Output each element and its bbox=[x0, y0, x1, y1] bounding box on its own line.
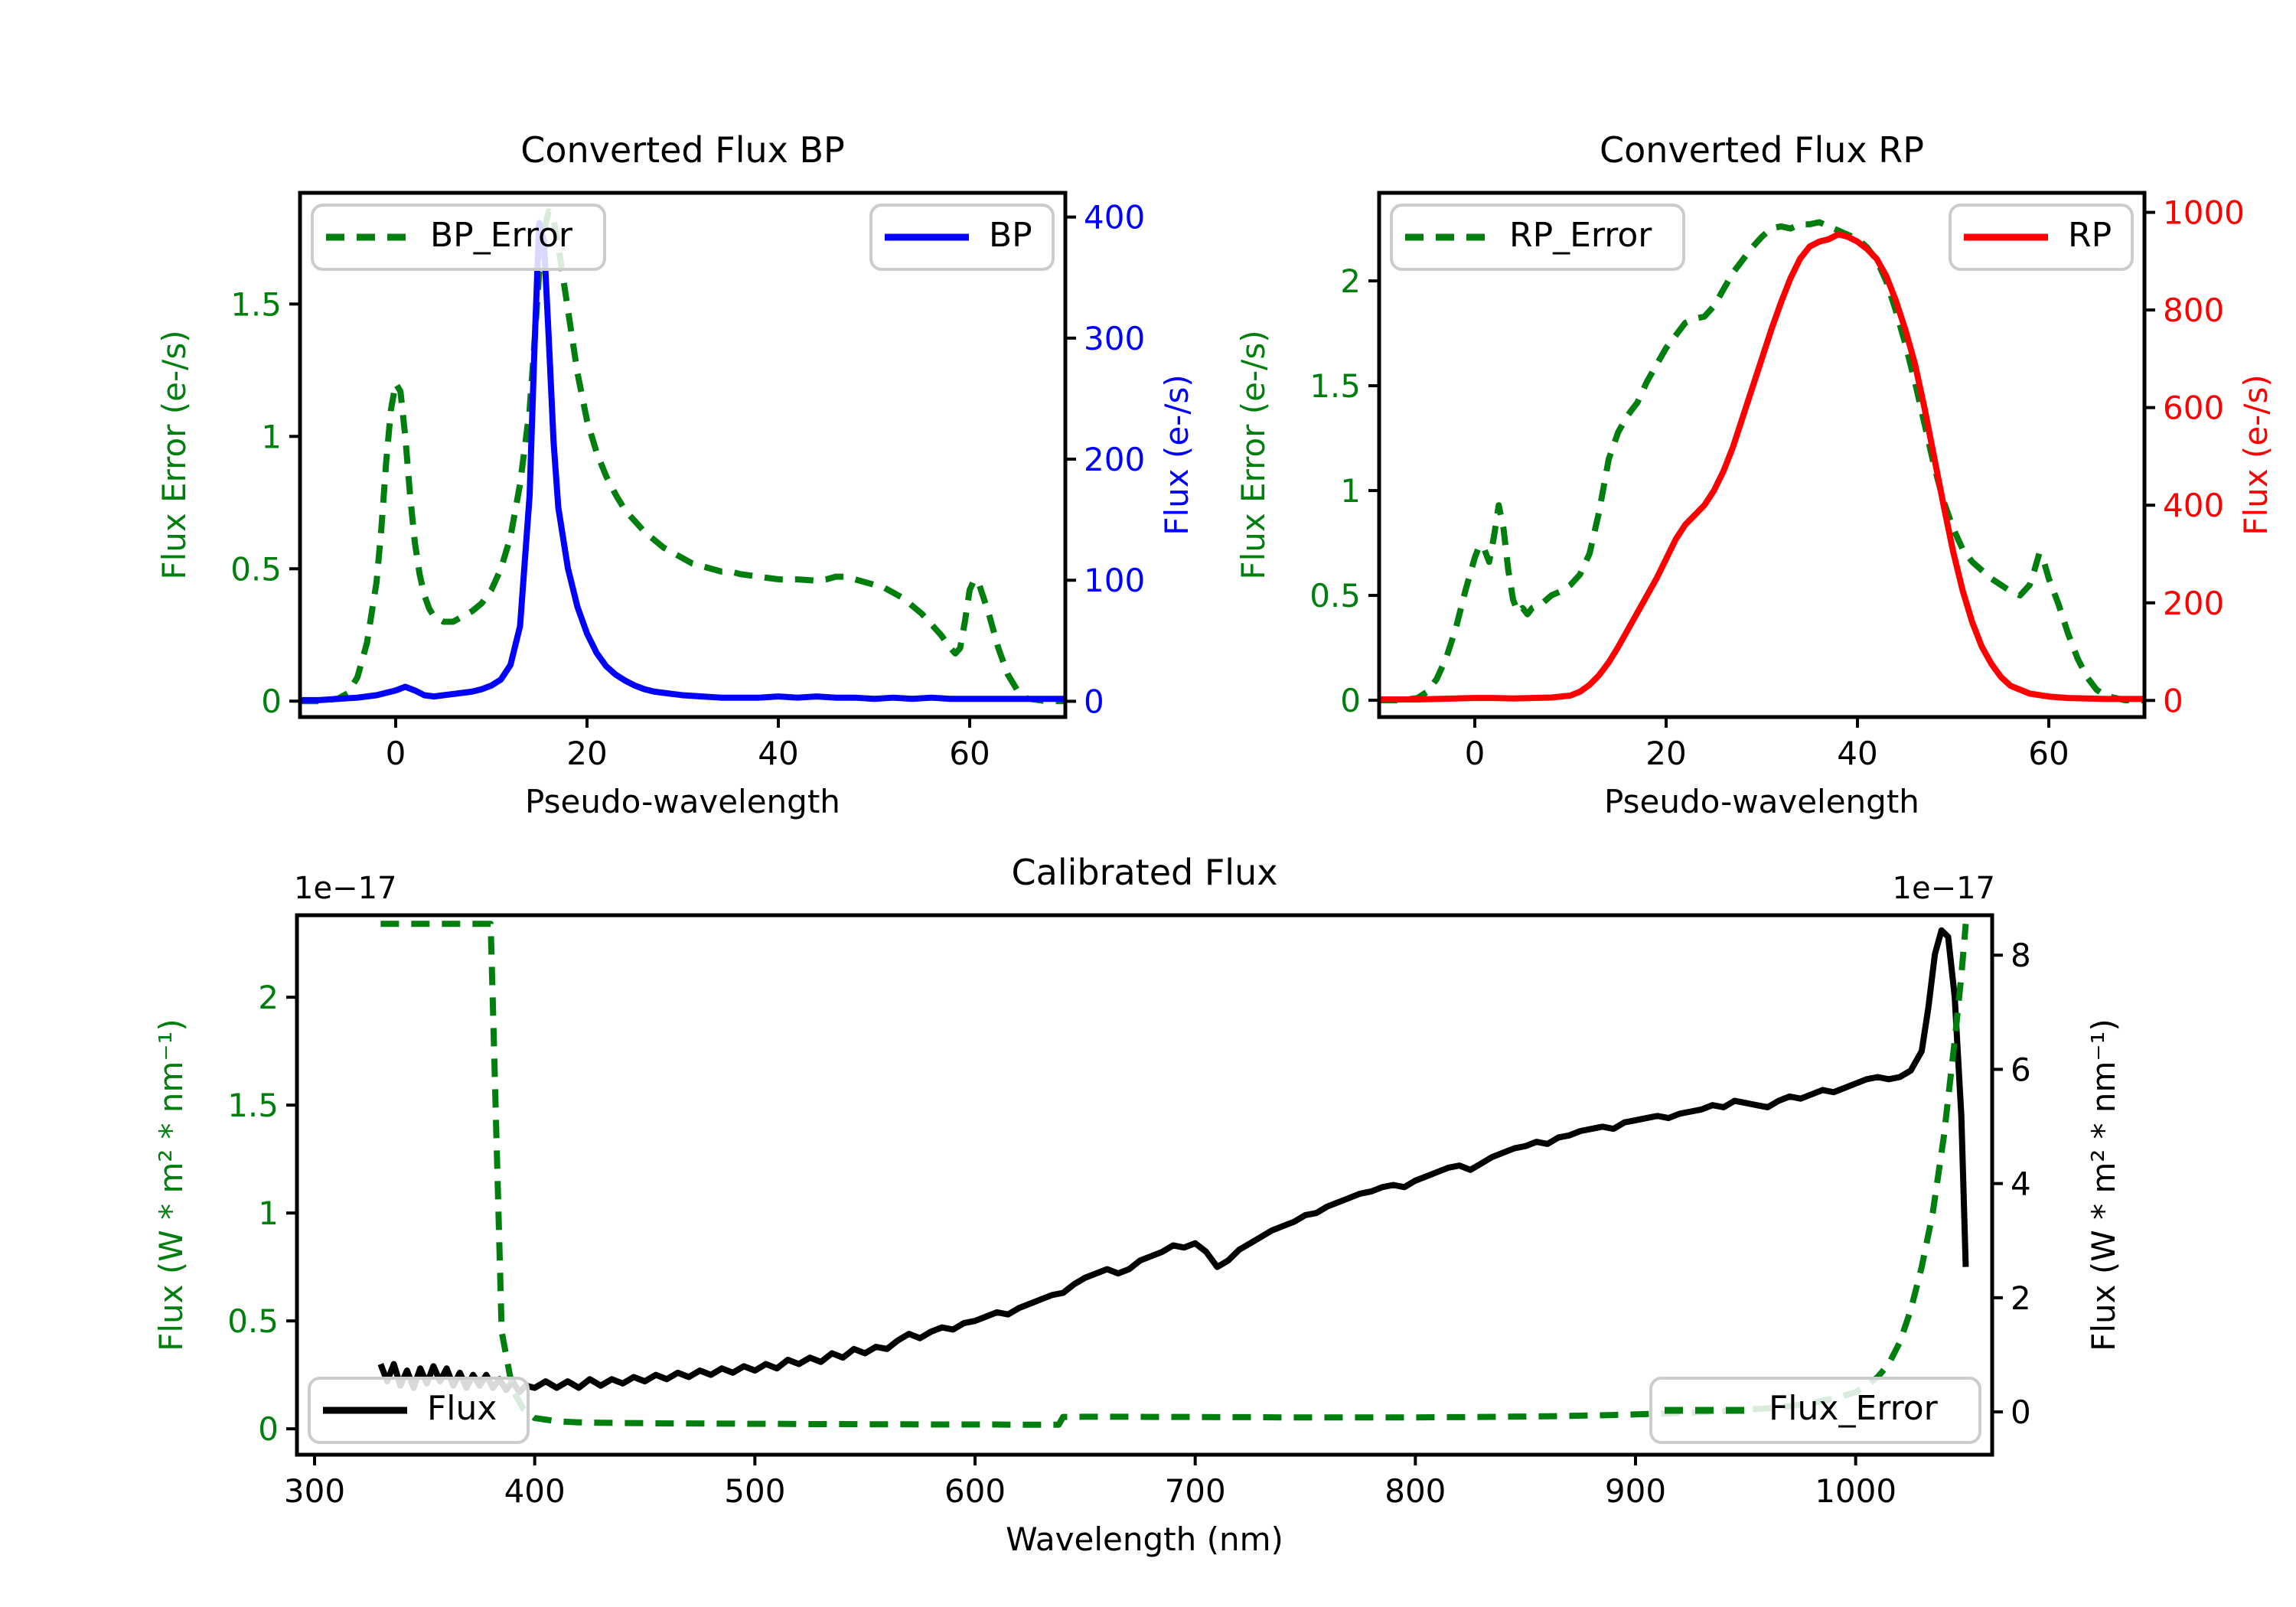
curve-bp bbox=[300, 220, 1065, 703]
y2-axis-label: Flux (e-/s) bbox=[1158, 374, 1195, 535]
legend-label-rp: RP bbox=[2068, 216, 2112, 255]
x-tick-label: 60 bbox=[949, 735, 990, 772]
x-tick-label: 1000 bbox=[1815, 1472, 1896, 1510]
x-axis-label: Pseudo-wavelength bbox=[1604, 783, 1919, 820]
y-axis-label: Flux (W * m² * nm⁻¹) bbox=[152, 1019, 190, 1351]
y-tick-label: 0.5 bbox=[227, 1302, 279, 1340]
panel-converted_flux_rp: Converted Flux RP0 20 40 60Pseudo-wavelengt… bbox=[1234, 129, 2275, 820]
y-tick-label: 0.5 bbox=[1309, 577, 1361, 614]
legend-label-rp_error: RP_Error bbox=[1509, 216, 1652, 255]
y2-tick-label: 0 bbox=[2011, 1393, 2031, 1431]
x-tick-label: 800 bbox=[1384, 1472, 1446, 1510]
y2-tick-label: 0 bbox=[2163, 682, 2183, 719]
curves-group bbox=[300, 208, 1065, 705]
y-tick-label: 1.5 bbox=[1309, 367, 1361, 405]
y2-tick-label: 0 bbox=[1084, 683, 1104, 720]
y-tick-label: 0.5 bbox=[230, 550, 282, 588]
y2-tick-label: 8 bbox=[2011, 937, 2031, 974]
x-tick-label: 700 bbox=[1165, 1472, 1226, 1510]
x-tick-label: 20 bbox=[566, 735, 607, 772]
legend-box bbox=[308, 1377, 530, 1444]
curve-rp bbox=[1379, 231, 2144, 703]
x-axis-label: Wavelength (nm) bbox=[1006, 1521, 1283, 1558]
y-axis-label: Flux Error (e-/s) bbox=[155, 330, 193, 579]
y-tick-label: 2 bbox=[1340, 262, 1361, 300]
y2-tick-label: 800 bbox=[2163, 292, 2224, 329]
y-tick-label: 1.5 bbox=[227, 1087, 279, 1124]
y-tick-label: 0 bbox=[258, 1410, 279, 1448]
legend-label-bp: BP bbox=[989, 216, 1032, 255]
x-tick-label: 40 bbox=[758, 735, 798, 772]
y2-tick-label: 4 bbox=[2011, 1165, 2031, 1203]
y2-tick-label: 6 bbox=[2011, 1051, 2031, 1088]
y-tick-label: 1 bbox=[261, 418, 282, 455]
y2-tick-label: 200 bbox=[2163, 585, 2224, 622]
y2-axis-label: Flux (W * m² * nm⁻¹) bbox=[2085, 1019, 2122, 1351]
x-tick-label: 60 bbox=[2028, 735, 2069, 772]
legend-label-flux: Flux bbox=[427, 1389, 497, 1428]
panel-title: Converted Flux BP bbox=[520, 129, 845, 171]
y2-tick-label: 100 bbox=[1084, 562, 1145, 599]
y2-tick-label: 200 bbox=[1084, 441, 1145, 478]
y-tick-label: 1 bbox=[258, 1195, 279, 1232]
curve-flux bbox=[377, 927, 1969, 1396]
y2-tick-label: 2 bbox=[2011, 1279, 2031, 1317]
panel-title: Converted Flux RP bbox=[1600, 129, 1924, 171]
x-tick-label: 900 bbox=[1605, 1472, 1666, 1510]
curve-flux_error bbox=[380, 921, 1969, 1428]
legend-box bbox=[1390, 204, 1685, 271]
y2-axis-offset-text: 1e−17 bbox=[1893, 871, 1995, 906]
panel-title: Calibrated Flux bbox=[1012, 852, 1278, 893]
y-tick-label: 0 bbox=[1340, 682, 1361, 719]
x-tick-label: 0 bbox=[386, 735, 406, 772]
x-tick-label: 500 bbox=[724, 1472, 785, 1510]
y2-tick-label: 300 bbox=[1084, 320, 1145, 357]
x-tick-label: 20 bbox=[1645, 735, 1686, 772]
curves-group bbox=[377, 921, 1969, 1428]
y-axis-offset-text: 1e−17 bbox=[294, 871, 396, 906]
x-tick-label: 0 bbox=[1465, 735, 1486, 772]
curve-bp_error bbox=[300, 208, 1065, 705]
x-tick-label: 600 bbox=[944, 1472, 1006, 1510]
legend-label-bp_error: BP_Error bbox=[430, 216, 573, 255]
x-tick-label: 40 bbox=[1837, 735, 1877, 772]
legend-box bbox=[311, 204, 606, 271]
y-tick-label: 1.5 bbox=[230, 285, 282, 323]
y-axis-label: Flux Error (e-/s) bbox=[1234, 330, 1272, 579]
x-tick-label: 400 bbox=[504, 1472, 566, 1510]
y2-axis-label: Flux (e-/s) bbox=[2237, 374, 2275, 535]
y-tick-label: 2 bbox=[258, 979, 279, 1016]
y2-tick-label: 1000 bbox=[2163, 194, 2245, 232]
y-tick-label: 1 bbox=[1340, 472, 1361, 510]
y2-tick-label: 400 bbox=[1084, 199, 1145, 236]
y2-tick-label: 400 bbox=[2163, 487, 2224, 524]
axes-frame bbox=[1377, 191, 2147, 719]
axes-frame bbox=[298, 191, 1068, 719]
y2-tick-label: 600 bbox=[2163, 390, 2224, 427]
panel-converted_flux_bp: Converted Flux BP 0 20 40 60 Pseudo-wavelengt… bbox=[155, 129, 1195, 820]
y-tick-label: 0 bbox=[261, 683, 282, 720]
curves-group bbox=[1379, 219, 2144, 704]
x-axis-label: Pseudo-wavelength bbox=[525, 783, 840, 820]
legend-box bbox=[1649, 1377, 1981, 1444]
curve-rp_error bbox=[1379, 219, 2144, 704]
legend-label-flux_error: Flux_Error bbox=[1769, 1389, 1939, 1428]
axes-frame bbox=[295, 913, 1994, 1457]
x-tick-label: 300 bbox=[284, 1472, 345, 1510]
